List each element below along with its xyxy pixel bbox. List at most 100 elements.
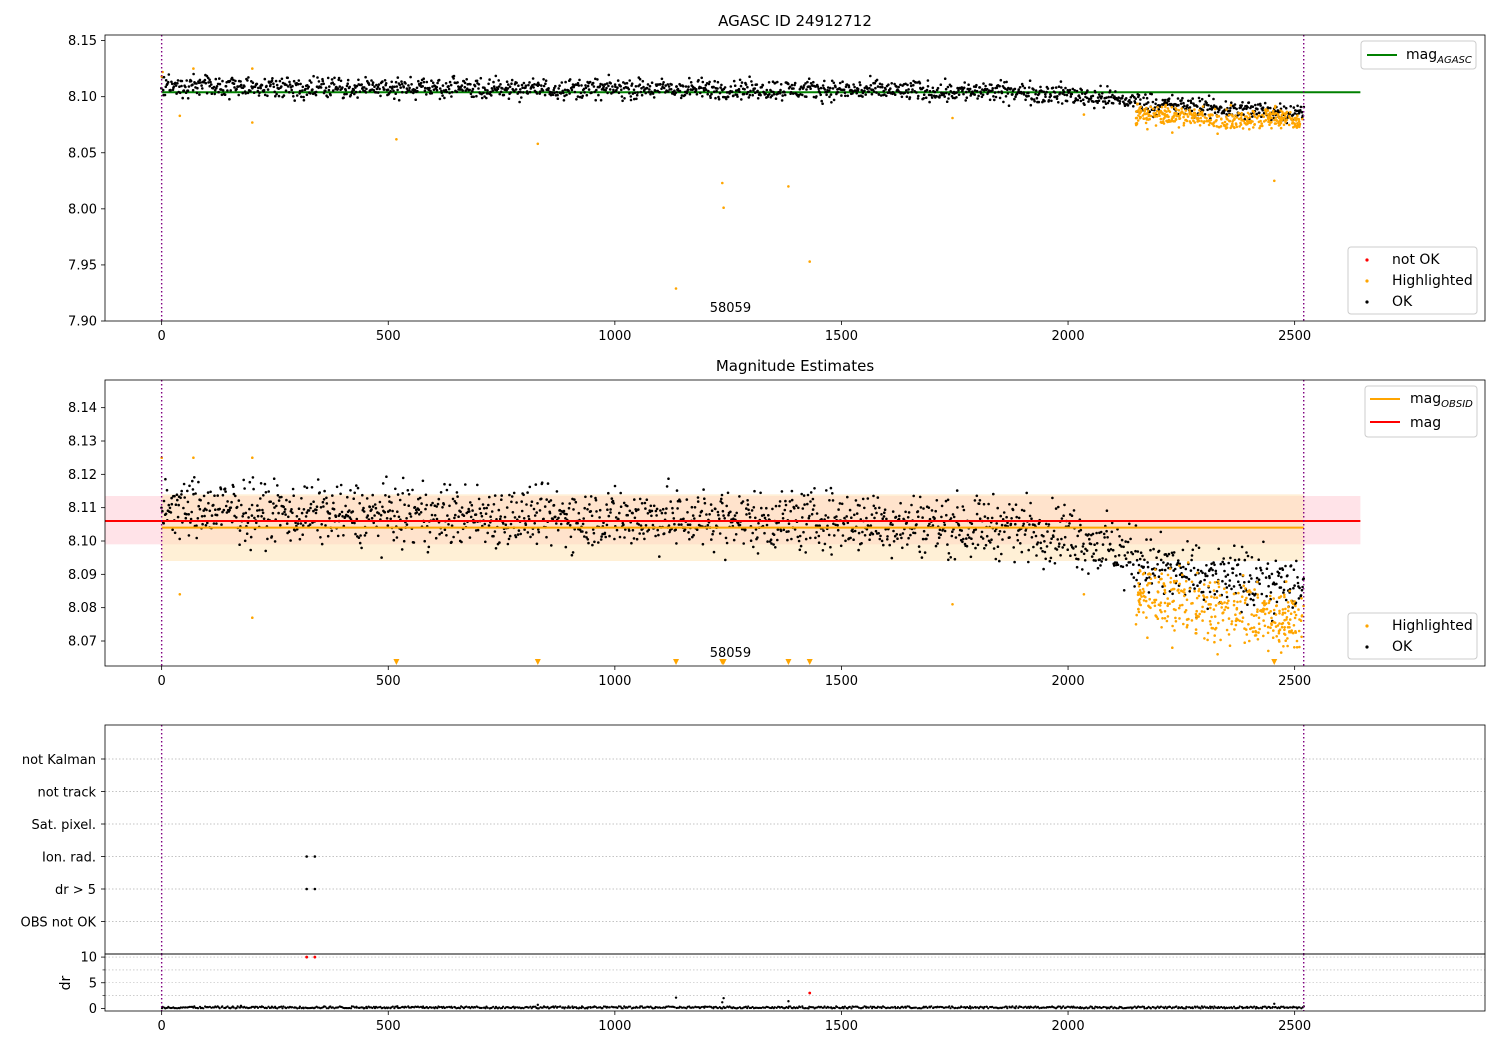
ok-point	[992, 547, 996, 550]
highlighted-point	[1202, 121, 1206, 125]
ok-point	[270, 79, 274, 82]
highlighted-point	[1253, 123, 1256, 126]
ok-point	[288, 500, 292, 504]
ok-point	[1169, 563, 1172, 566]
ok-point	[671, 511, 675, 515]
ok-point	[927, 506, 931, 510]
ok-point	[334, 515, 338, 518]
ok-point	[1164, 553, 1168, 556]
ok-point	[619, 505, 623, 509]
ok-point	[507, 537, 511, 541]
dr-ok-point	[391, 1005, 394, 1008]
ok-point	[192, 492, 195, 496]
ok-point	[186, 89, 190, 92]
ok-point	[887, 83, 890, 86]
ok-point	[720, 493, 724, 497]
ok-point	[349, 489, 352, 492]
highlighted-point	[1269, 117, 1272, 120]
ok-point	[951, 513, 955, 516]
ok-point	[514, 535, 518, 539]
ok-point	[452, 77, 455, 80]
ok-point	[814, 85, 817, 88]
ok-point	[1028, 514, 1032, 518]
ok-point	[870, 92, 874, 96]
ok-point	[1046, 530, 1049, 533]
highlighted-point	[1142, 594, 1146, 598]
ok-point	[248, 480, 252, 484]
ok-point	[898, 514, 901, 518]
ok-point	[680, 523, 683, 526]
ok-point	[1206, 108, 1209, 112]
ok-point	[1228, 579, 1232, 582]
highlighted-point	[1293, 610, 1296, 614]
highlighted-point	[1234, 613, 1237, 616]
highlighted-point	[1216, 579, 1220, 583]
highlighted-point	[1261, 601, 1264, 605]
highlighted-point	[1234, 123, 1238, 126]
ok-point	[1102, 106, 1106, 109]
ok-point	[169, 511, 173, 514]
highlighted-point	[1240, 113, 1243, 117]
ok-point	[928, 100, 931, 104]
ok-point	[422, 77, 426, 80]
ok-point	[608, 88, 612, 91]
ok-point	[494, 74, 498, 78]
ok-point	[240, 503, 243, 507]
ok-point	[728, 92, 731, 95]
ok-point	[572, 508, 575, 511]
highlighted-point	[1277, 114, 1280, 117]
ok-point	[957, 93, 961, 96]
ok-point	[1193, 587, 1196, 590]
ok-point	[946, 543, 949, 546]
ok-point	[1248, 593, 1251, 596]
ok-point	[180, 79, 184, 83]
highlighted-point	[1159, 117, 1163, 121]
ok-point	[756, 97, 760, 100]
ok-point	[823, 542, 827, 546]
ok-point	[187, 85, 191, 88]
ok-point	[266, 537, 269, 541]
ok-point	[1063, 503, 1066, 507]
ok-point	[1277, 571, 1281, 575]
ok-point	[576, 81, 580, 85]
ok-point	[438, 532, 441, 536]
ok-point	[817, 87, 820, 91]
ok-point	[332, 501, 335, 505]
ok-point	[407, 84, 410, 87]
ok-point	[710, 509, 714, 512]
ok-point	[704, 88, 708, 91]
ok-point	[870, 513, 874, 516]
ok-point	[228, 79, 232, 83]
ok-point	[275, 92, 278, 96]
ok-point	[208, 509, 212, 513]
highlighted-point	[1205, 119, 1209, 123]
ok-point	[816, 524, 820, 527]
ok-point	[309, 506, 312, 510]
ok-point	[834, 523, 837, 527]
ok-point	[665, 507, 668, 510]
ok-point	[809, 500, 812, 503]
ok-point	[772, 543, 775, 546]
ok-point	[1044, 93, 1047, 96]
ok-point	[946, 498, 950, 502]
ok-point	[1254, 103, 1257, 107]
ok-point	[210, 514, 214, 517]
ok-point	[892, 529, 895, 533]
ok-point	[237, 93, 240, 97]
ok-point	[912, 494, 915, 498]
ok-point	[1202, 598, 1206, 601]
ok-point	[1094, 548, 1098, 552]
ok-point	[356, 486, 360, 490]
ok-point	[1297, 597, 1301, 600]
ok-point	[1101, 100, 1105, 103]
ok-point	[354, 90, 358, 94]
ok-point	[1180, 99, 1183, 102]
ok-point	[1017, 88, 1020, 91]
ok-point	[1120, 538, 1124, 542]
ok-point	[767, 514, 770, 517]
ok-point	[1182, 565, 1185, 569]
ok-point	[501, 87, 504, 90]
ok-point	[287, 91, 291, 94]
highlighted-point	[1134, 122, 1138, 125]
ok-point	[477, 83, 481, 86]
